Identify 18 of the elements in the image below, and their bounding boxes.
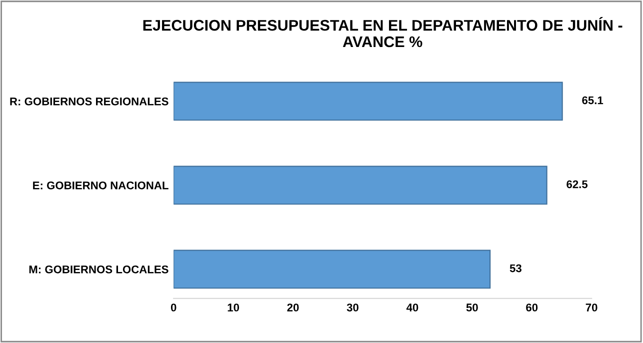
x-tick-label: 40 (406, 304, 418, 312)
data-label: 65.1 (582, 96, 604, 104)
x-tick-label: 60 (526, 304, 538, 312)
data-label: 53 (510, 264, 522, 272)
x-tick-label: 70 (586, 304, 598, 312)
y-tick-label: E: GOBIERNO NACIONAL (33, 181, 168, 190)
x-tick-label: 10 (228, 304, 240, 312)
x-tick-label: 0 (170, 304, 176, 312)
x-tick-label: 50 (466, 304, 478, 312)
y-tick-label: M: GOBIERNOS LOCALES (29, 265, 168, 274)
data-label: 62.5 (566, 180, 588, 188)
x-tick-label: 20 (287, 304, 299, 312)
y-tick-label: R: GOBIERNOS REGIONALES (10, 97, 168, 106)
bar (174, 82, 563, 121)
bar (174, 166, 548, 205)
bar (174, 250, 491, 289)
chart-title: EJECUCION PRESUPUESTAL EN EL DEPARTAMENTO DE JUNÍN - AVANCE % (143, 17, 622, 48)
x-tick-label: 30 (346, 304, 358, 312)
